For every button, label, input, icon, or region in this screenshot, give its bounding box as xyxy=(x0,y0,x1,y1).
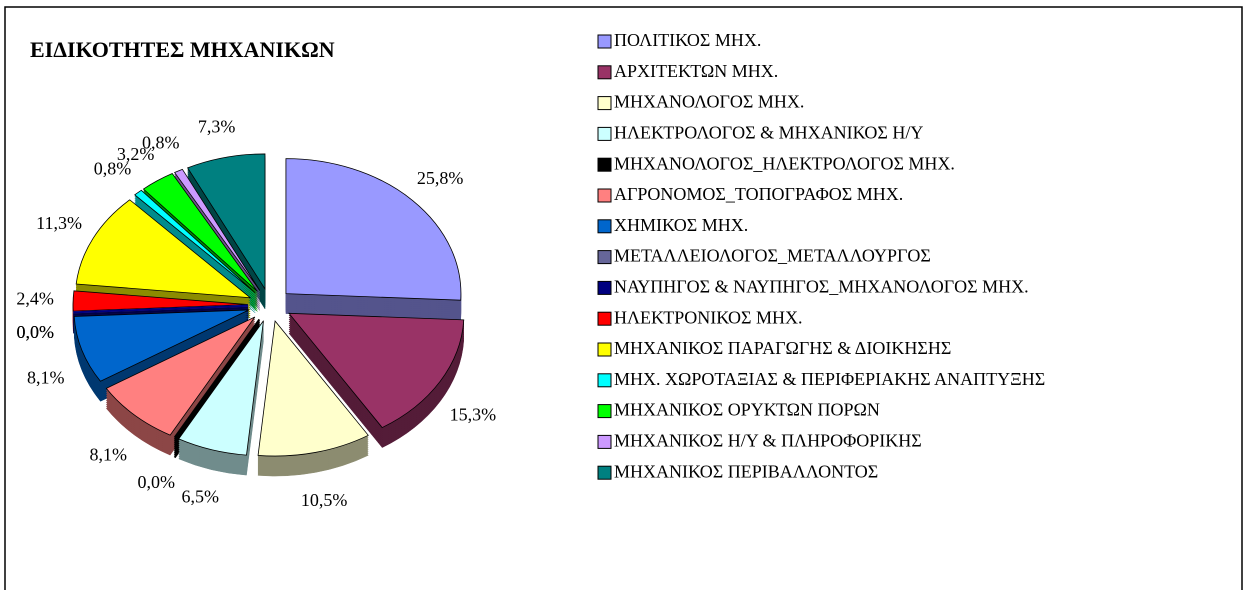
data-label: 3,2% xyxy=(117,144,155,164)
data-label: 7,3% xyxy=(198,116,236,136)
legend-label: ΜΗΧΑΝΙΚΟΣ Η/Υ & ΠΛΗΡΟΦΟΡΙΚΗΣ xyxy=(614,431,922,451)
data-label: 15,3% xyxy=(450,405,497,425)
legend-label: ΜΗΧΑΝΙΚΟΣ ΟΡΥΚΤΩΝ ΠΟΡΩΝ xyxy=(614,400,880,420)
legend-swatch xyxy=(597,34,612,49)
slice xyxy=(73,309,250,382)
slice xyxy=(257,320,369,457)
legend-label: ΧΗΜΙΚΟΣ ΜΗΧ. xyxy=(614,215,748,235)
slice-side xyxy=(73,306,249,316)
data-label: 0,0% xyxy=(17,322,55,342)
legend-label: ΜΗΧΑΝΙΚΟΣ ΠΑΡΑΓΩΓΗΣ & ΔΙΟΙΚΗΣΗΣ xyxy=(614,338,951,358)
slice-side xyxy=(173,322,261,443)
legend-label: ΑΓΡΟΝΟΜΟΣ_ΤΟΠΟΓΡΑΦΟΣ ΜΗΧ. xyxy=(614,184,903,204)
legend-swatch xyxy=(597,96,612,111)
slice-side xyxy=(173,320,261,441)
slice xyxy=(73,304,249,314)
slice xyxy=(105,316,256,436)
legend-swatch xyxy=(597,157,612,172)
legend-swatch xyxy=(597,280,612,295)
data-label: 10,5% xyxy=(301,490,348,510)
slice xyxy=(288,312,465,429)
slice xyxy=(134,189,256,294)
slice xyxy=(72,290,249,312)
legend-swatch xyxy=(597,188,612,203)
legend-swatch xyxy=(597,219,612,234)
data-label: 2,4% xyxy=(16,288,54,308)
legend-swatch xyxy=(597,250,612,265)
legend-swatch xyxy=(597,65,612,80)
slice xyxy=(178,320,264,456)
data-label: 6,5% xyxy=(182,486,220,506)
data-label: 0,0% xyxy=(137,472,175,492)
legend-label: ΝΑΥΠΗΓΟΣ & ΝΑΥΠΗΓΟΣ_ΜΗΧΑΝΟΛΟΓΟΣ ΜΗΧ. xyxy=(614,277,1029,297)
slice xyxy=(142,173,258,292)
legend-swatch xyxy=(597,404,612,419)
slice-side xyxy=(173,324,261,445)
legend-swatch xyxy=(597,311,612,326)
data-label: 0,8% xyxy=(94,158,132,178)
legend-label: ΜΗΧΑΝΟΛΟΓΟΣ_ΗΛΕΚΤΡΟΛΟΓΟΣ ΜΗΧ. xyxy=(614,153,955,173)
legend-label: ΜΗΧ. ΧΩΡΟΤΑΞΙΑΣ & ΠΕΡΙΦΕΡΙΑΚΗΣ ΑΝΑΠΤΥΞΗΣ xyxy=(614,369,1045,389)
legend-swatch xyxy=(597,373,612,388)
legend-label: ΗΛΕΚΤΡΟΛΟΓΟΣ & ΜΗΧΑΝΙΚΟΣ Η/Υ xyxy=(614,123,923,143)
data-label: 8,1% xyxy=(27,367,65,387)
legend-label: ΜΗΧΑΝΟΛΟΓΟΣ ΜΗΧ. xyxy=(614,92,804,112)
data-label: 11,3% xyxy=(36,213,82,233)
legend-label: ΑΡΧΙΤΕΚΤΩΝ ΜΗΧ. xyxy=(614,61,778,81)
legend-label: ΜΕΤΑΛΛΕΙΟΛΟΓΟΣ_ΜΕΤΑΛΛΟΥΡΓΟΣ xyxy=(614,246,931,266)
legend-label: ΜΗΧΑΝΙΚΟΣ ΠΕΡΙΒΑΛΛΟΝΤΟΣ xyxy=(614,461,878,481)
legend-label: ΗΛΕΚΤΡΟΝΙΚΟΣ ΜΗΧ. xyxy=(614,307,803,327)
legend-swatch xyxy=(597,342,612,357)
slice xyxy=(173,318,261,439)
slice xyxy=(75,199,252,299)
data-label: 25,8% xyxy=(417,168,464,188)
legend: ΠΟΛΙΤΙΚΟΣ ΜΗΧ. ΑΡΧΙΤΕΚΤΩΝ ΜΗΧ. ΜΗΧΑΝΟΛΟΓΟΣ… xyxy=(597,30,1045,481)
legend-swatch xyxy=(597,465,612,480)
data-label: 0,8% xyxy=(142,132,180,152)
slice xyxy=(186,153,266,291)
legend-label: ΠΟΛΙΤΙΚΟΣ ΜΗΧ. xyxy=(614,30,761,50)
slice xyxy=(173,168,261,291)
data-label: 0,0% xyxy=(17,322,55,342)
legend-swatch xyxy=(597,434,612,449)
chart-title: ΕΙΔΙΚΟΤΗΤΕΣ ΜΗΧΑΝΙΚΩΝ xyxy=(30,37,335,62)
slice xyxy=(285,158,462,301)
data-label: 8,1% xyxy=(89,445,127,465)
legend-swatch xyxy=(597,126,612,141)
